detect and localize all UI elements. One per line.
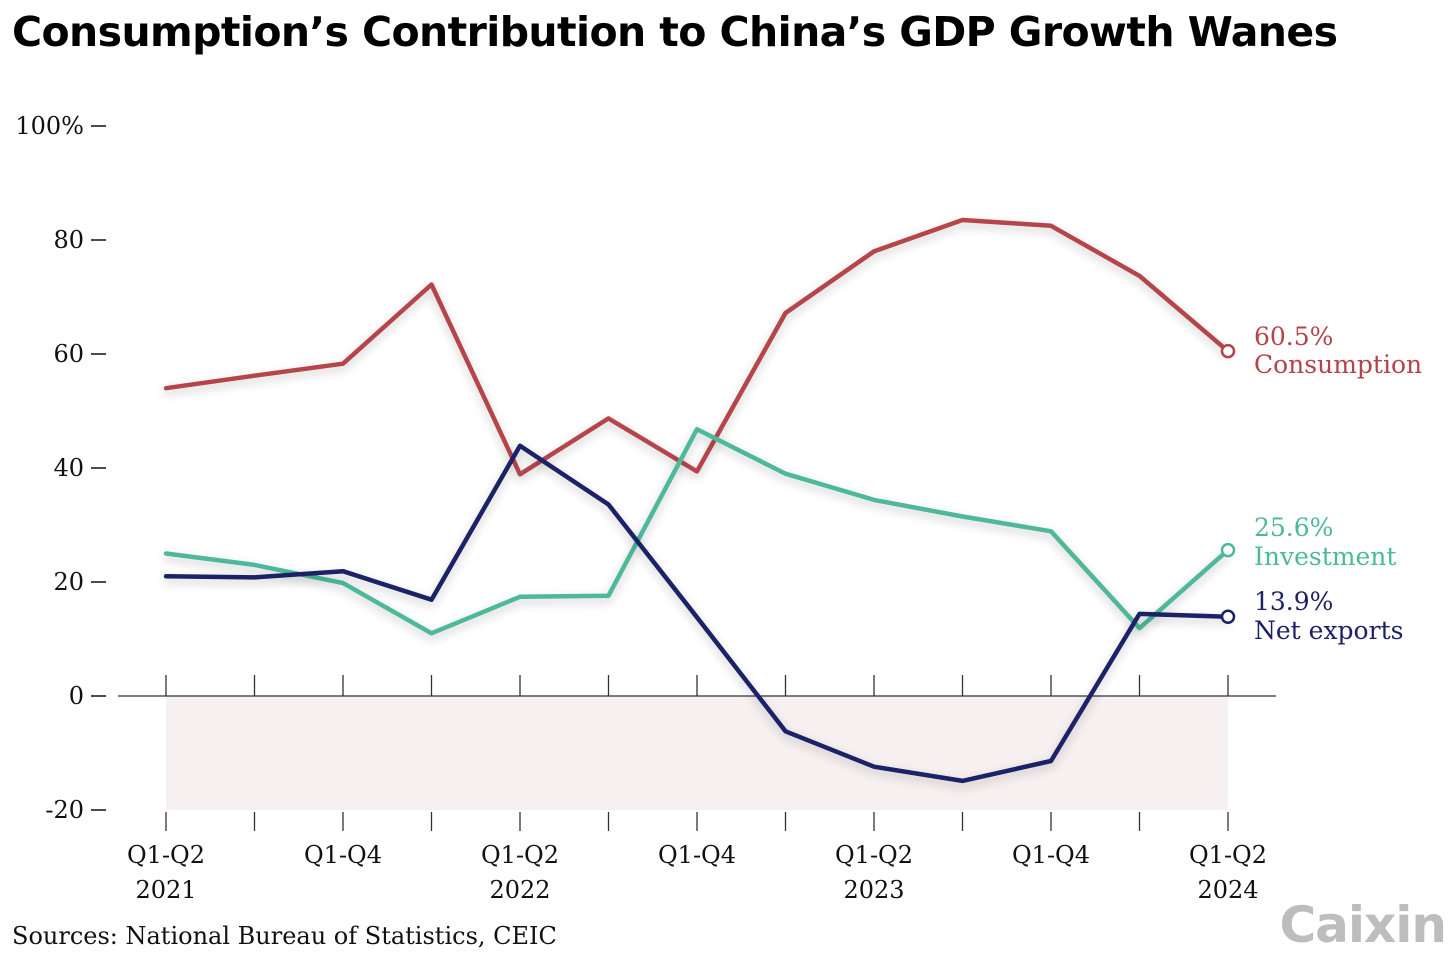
x-tick-label: Q1-Q4 [1012, 841, 1090, 869]
x-axis-ticks [165, 675, 1229, 831]
x-axis-labels: Q1-Q2 2021 Q1-Q4 Q1-Q2 2022 Q1-Q4 Q1-Q2 2023 Q1-… [127, 841, 1267, 904]
x-tick-label: Q1-Q2 [1189, 841, 1267, 869]
x-tick-label: Q1-Q2 [127, 841, 205, 869]
y-tick-label: -20 [45, 796, 84, 824]
x-tick-year-label: 2021 [135, 876, 196, 904]
source-note: Sources: National Bureau of Statistics, … [12, 922, 557, 950]
y-tick-label: 20 [53, 568, 84, 596]
consumption-series-name: Consumption [1254, 350, 1422, 379]
series-lines [163, 217, 1236, 784]
net-exports-series-name: Net exports [1254, 616, 1403, 645]
net-exports-line [163, 443, 1231, 784]
investment-end-value: 25.6% [1254, 513, 1333, 542]
caixin-logo: Caixin [1279, 896, 1447, 954]
x-tick-label: Q1-Q4 [658, 841, 736, 869]
x-tick-year-label: 2022 [489, 876, 550, 904]
y-tick-label: 40 [53, 454, 84, 482]
y-tick-label: 80 [53, 226, 84, 254]
consumption-end-value: 60.5% [1254, 322, 1333, 351]
x-tick-year-label: 2024 [1197, 876, 1258, 904]
net-exports-end-marker [1220, 609, 1236, 625]
investment-series-name: Investment [1254, 542, 1396, 571]
series-end-labels: 60.5%Consumption 25.6%Investment 13.9%Net … [1254, 322, 1422, 645]
x-tick-label: Q1-Q4 [304, 841, 382, 869]
negative-region-band [166, 696, 1228, 810]
y-tick-label: 100% [15, 112, 84, 140]
y-axis: 100% 80 60 40 20 0 -20 [15, 112, 106, 824]
x-tick-year-label: 2023 [843, 876, 904, 904]
investment-end-marker [1220, 542, 1236, 558]
x-tick-label: Q1-Q2 [835, 841, 913, 869]
y-tick-label: 60 [53, 340, 84, 368]
chart-title: Consumption’s Contribution to China’s GD… [12, 8, 1338, 56]
consumption-end-marker [1220, 343, 1236, 359]
x-tick-label: Q1-Q2 [481, 841, 559, 869]
net-exports-end-value: 13.9% [1254, 587, 1333, 616]
consumption-line [163, 217, 1231, 477]
investment-line [163, 426, 1231, 636]
y-tick-label: 0 [69, 682, 84, 710]
